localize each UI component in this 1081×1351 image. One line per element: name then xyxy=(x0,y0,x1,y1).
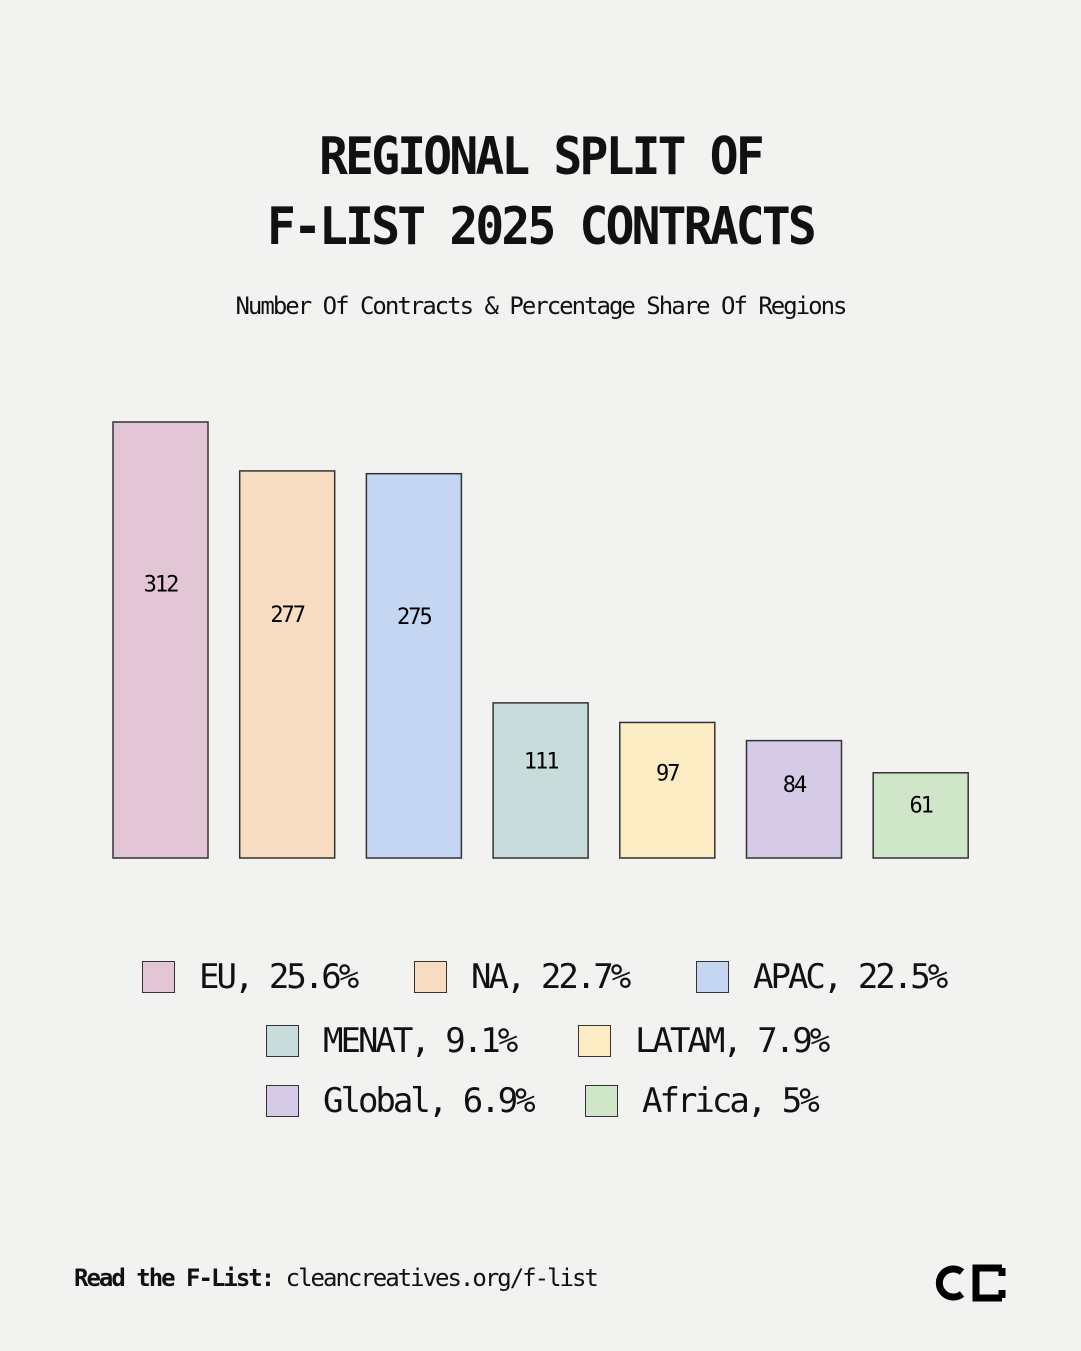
legend-swatch xyxy=(266,1025,299,1057)
data-label-latam: 97 xyxy=(656,762,679,787)
legend-label: LATAM, 7.9% xyxy=(635,1021,830,1061)
legend-swatch xyxy=(266,1085,299,1117)
bar-global xyxy=(745,739,843,859)
data-label-eu: 312 xyxy=(144,572,178,597)
bar-latam xyxy=(619,721,716,859)
legend-label: EU, 25.6% xyxy=(199,957,359,997)
legend-item-latam: LATAM, 7.9% xyxy=(578,1021,830,1061)
chart-title: REGIONAL SPLIT OF F-LIST 2025 CONTRACTS xyxy=(43,122,1038,262)
legend-label: Africa, 5% xyxy=(642,1081,820,1121)
bar-apac xyxy=(365,472,463,859)
bar-africa xyxy=(872,772,969,859)
data-label-menat: 111 xyxy=(524,749,558,774)
clean-creatives-logo xyxy=(935,1264,1006,1302)
title-line-2: F-LIST 2025 CONTRACTS xyxy=(267,197,817,257)
footer-link[interactable]: cleancreatives.org/f-list xyxy=(285,1264,599,1292)
bar-na xyxy=(238,470,336,859)
legend-label: MENAT, 9.1% xyxy=(323,1021,518,1061)
data-label-na: 277 xyxy=(270,603,304,628)
bar-menat xyxy=(492,702,589,859)
legend-swatch xyxy=(585,1085,618,1117)
footer-label: Read the F-List: xyxy=(74,1264,275,1292)
legend-item-na: NA, 22.7% xyxy=(414,957,631,997)
bar-chart: 312 277 275 111 97 84 61 xyxy=(112,421,969,859)
legend-swatch xyxy=(696,961,729,993)
legend-label: Global, 6.9% xyxy=(323,1081,536,1121)
legend-item-africa: Africa, 5% xyxy=(585,1081,820,1121)
footer: Read the F-List: cleancreatives.org/f-li… xyxy=(74,1264,599,1292)
legend-item-global: Global, 6.9% xyxy=(266,1081,536,1121)
legend-item-eu: EU, 25.6% xyxy=(142,957,359,997)
legend-item-apac: APAC, 22.5% xyxy=(696,957,948,997)
data-label-africa: 61 xyxy=(909,793,932,818)
legend-swatch xyxy=(142,961,175,993)
bar-eu xyxy=(112,421,209,859)
legend-label: NA, 22.7% xyxy=(471,957,631,997)
legend-swatch xyxy=(578,1025,611,1057)
data-label-apac: 275 xyxy=(397,605,431,630)
title-line-1: REGIONAL SPLIT OF xyxy=(319,127,764,187)
legend-item-menat: MENAT, 9.1% xyxy=(266,1021,518,1061)
chart-subtitle: Number Of Contracts & Percentage Share O… xyxy=(235,292,847,320)
data-label-global: 84 xyxy=(783,773,807,798)
legend-swatch xyxy=(414,961,447,993)
legend-label: APAC, 22.5% xyxy=(753,957,948,997)
